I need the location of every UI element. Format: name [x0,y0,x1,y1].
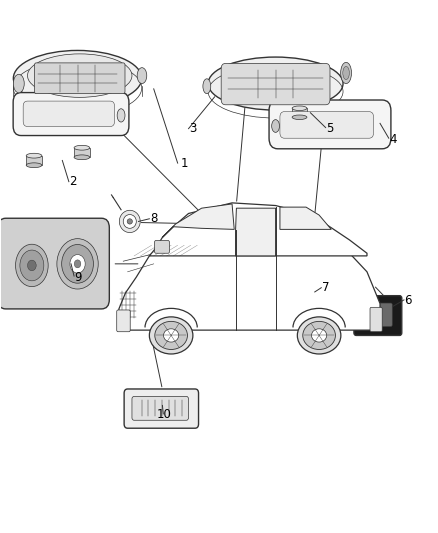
Text: 3: 3 [189,122,197,135]
Ellipse shape [149,317,193,354]
Ellipse shape [137,68,147,84]
FancyBboxPatch shape [370,308,382,332]
Ellipse shape [127,219,132,224]
Ellipse shape [70,255,85,273]
Text: 9: 9 [74,271,81,284]
FancyBboxPatch shape [117,310,130,332]
Text: 5: 5 [326,122,334,135]
Ellipse shape [74,260,81,268]
Ellipse shape [343,66,350,79]
Bar [74,148,90,157]
Ellipse shape [296,287,317,297]
Text: 1: 1 [180,157,188,169]
Ellipse shape [297,317,341,354]
Bar [26,156,42,165]
Polygon shape [280,207,331,229]
Ellipse shape [203,79,211,94]
FancyBboxPatch shape [124,389,198,428]
Ellipse shape [155,321,187,350]
FancyBboxPatch shape [132,397,188,420]
Ellipse shape [119,211,140,232]
FancyBboxPatch shape [0,218,110,309]
Text: 7: 7 [322,281,329,294]
Ellipse shape [163,329,179,342]
Ellipse shape [123,215,136,228]
Ellipse shape [341,62,352,84]
Polygon shape [236,208,276,256]
Ellipse shape [292,115,307,119]
Polygon shape [162,204,234,237]
Ellipse shape [28,260,36,271]
Text: 10: 10 [157,408,172,422]
Text: 6: 6 [405,294,412,308]
Ellipse shape [20,250,44,281]
Ellipse shape [57,239,98,289]
Ellipse shape [26,163,42,167]
FancyBboxPatch shape [280,112,374,138]
Ellipse shape [208,57,343,110]
FancyBboxPatch shape [361,303,392,326]
Ellipse shape [26,154,42,158]
FancyBboxPatch shape [269,100,391,149]
FancyBboxPatch shape [13,93,129,135]
Ellipse shape [117,109,125,122]
Ellipse shape [272,119,279,132]
Text: 8: 8 [150,212,157,225]
Text: 4: 4 [389,133,397,146]
FancyBboxPatch shape [35,63,125,94]
Bar [292,108,307,117]
Ellipse shape [15,244,48,287]
FancyBboxPatch shape [155,240,170,253]
Polygon shape [149,203,367,256]
Ellipse shape [74,146,90,150]
FancyBboxPatch shape [351,304,359,319]
Ellipse shape [303,321,336,350]
Ellipse shape [292,106,307,110]
Ellipse shape [13,51,142,106]
Ellipse shape [62,245,93,283]
Ellipse shape [13,74,24,93]
Polygon shape [119,229,380,330]
FancyBboxPatch shape [23,101,115,126]
FancyBboxPatch shape [354,296,402,335]
Text: 2: 2 [70,175,77,188]
Ellipse shape [311,329,327,342]
Ellipse shape [313,287,318,297]
Ellipse shape [74,155,90,160]
Ellipse shape [294,287,299,297]
Ellipse shape [28,54,132,98]
FancyBboxPatch shape [221,63,330,105]
